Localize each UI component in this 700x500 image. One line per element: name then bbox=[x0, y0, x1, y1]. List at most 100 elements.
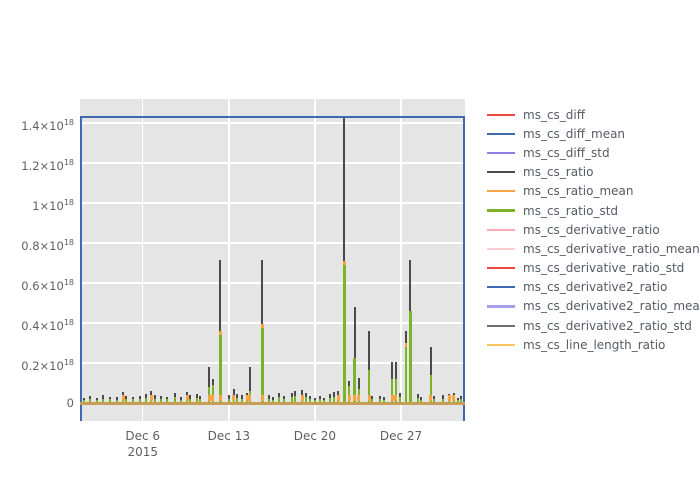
y-gridline bbox=[80, 202, 465, 204]
spike-green bbox=[371, 399, 374, 403]
spike-green bbox=[82, 400, 85, 403]
spike-green bbox=[304, 397, 307, 403]
spike-green bbox=[391, 379, 394, 403]
legend-item[interactable]: ms_cs_diff bbox=[487, 105, 697, 124]
spike-gray bbox=[328, 394, 331, 398]
spike-green bbox=[144, 398, 147, 403]
legend-item[interactable]: ms_cs_ratio_mean bbox=[487, 182, 697, 201]
legend-swatch-line bbox=[487, 209, 515, 212]
spike-gray bbox=[122, 392, 125, 397]
spike-gray bbox=[333, 392, 335, 397]
spike-green bbox=[348, 386, 351, 403]
spike-gray bbox=[379, 396, 382, 399]
spike-gray bbox=[353, 307, 356, 358]
y-gridline bbox=[80, 242, 465, 244]
legend-item[interactable]: ms_cs_diff_mean bbox=[487, 124, 697, 143]
y-gridline bbox=[80, 122, 465, 124]
legend-item[interactable]: ms_cs_derivative2_ratio_std bbox=[487, 316, 697, 335]
spike-green bbox=[342, 265, 346, 403]
spike-green bbox=[198, 399, 201, 403]
spike-gray bbox=[371, 396, 374, 399]
spike-gray bbox=[323, 398, 326, 401]
legend-item-label: ms_cs_derivative_ratio_std bbox=[523, 261, 685, 276]
spike-green bbox=[272, 399, 275, 403]
spike-orange-base bbox=[121, 395, 125, 401]
spike-orange-base bbox=[185, 395, 189, 401]
legend-item[interactable]: ms_cs_derivative_ratio bbox=[487, 220, 697, 239]
spike-orange-base bbox=[357, 395, 361, 401]
spike-gray bbox=[420, 397, 423, 400]
spike-green bbox=[195, 398, 198, 403]
spike-green bbox=[460, 399, 463, 403]
spike-gray bbox=[313, 398, 316, 401]
legend-item[interactable]: ms_cs_ratio bbox=[487, 163, 697, 182]
spike-green bbox=[382, 399, 385, 403]
spike-green bbox=[309, 399, 312, 403]
legend-item[interactable]: ms_cs_derivative_ratio_std bbox=[487, 259, 697, 278]
spike-gray bbox=[368, 331, 371, 370]
spike-gray bbox=[343, 117, 346, 265]
legend-item-label: ms_cs_ratio_std bbox=[523, 203, 619, 218]
legend-swatch-line bbox=[487, 324, 515, 327]
legend-item[interactable]: ms_cs_line_length_ratio bbox=[487, 335, 697, 354]
legend-item[interactable]: ms_cs_diff_std bbox=[487, 143, 697, 162]
spike-green bbox=[333, 397, 335, 403]
spike-green bbox=[218, 335, 222, 403]
x-gridline bbox=[314, 99, 316, 421]
x-tick-label: Dec 13 bbox=[207, 429, 250, 443]
spike-orange-base bbox=[394, 395, 397, 401]
spike-green bbox=[323, 400, 326, 403]
spike-green bbox=[102, 398, 105, 403]
spike-green bbox=[268, 398, 271, 403]
spike-gray bbox=[228, 395, 231, 399]
spike-gray bbox=[261, 260, 264, 328]
legend: ms_cs_diff ms_cs_diff_mean ms_cs_diff_std m… bbox=[487, 105, 700, 354]
spike-gray bbox=[348, 381, 351, 386]
legend-item[interactable]: ms_cs_derivative2_ratio_mean bbox=[487, 297, 700, 316]
legend-item[interactable]: ms_cs_derivative_ratio_mean bbox=[487, 239, 700, 258]
spike-orange-cap bbox=[404, 343, 407, 347]
spike-green bbox=[278, 397, 281, 403]
spike-gray bbox=[144, 394, 147, 398]
spike-orange-base bbox=[245, 395, 249, 401]
legend-item-label: ms_cs_derivative2_ratio_std bbox=[523, 318, 692, 333]
y-gridline bbox=[80, 362, 465, 364]
spike-green bbox=[108, 399, 111, 403]
spike-gray bbox=[154, 395, 157, 399]
spike-orange-base bbox=[353, 395, 357, 401]
spike-gray bbox=[96, 398, 99, 400]
spike-green bbox=[398, 397, 401, 403]
spike-gray bbox=[108, 397, 111, 400]
y-tick-label: 0.6×1018 bbox=[21, 278, 74, 293]
spike-green bbox=[131, 399, 134, 403]
spike-green bbox=[432, 399, 435, 403]
spike-gray bbox=[282, 396, 285, 399]
legend-item[interactable]: ms_cs_derivative2_ratio bbox=[487, 278, 697, 297]
spike-gray bbox=[441, 395, 444, 399]
spike-green bbox=[429, 375, 432, 403]
legend-item-label: ms_cs_derivative2_ratio bbox=[523, 280, 668, 295]
spike-orange-base bbox=[452, 395, 456, 401]
spike-green bbox=[282, 399, 285, 403]
spike-gray bbox=[189, 395, 192, 399]
y-tick-label: 1×1018 bbox=[32, 198, 74, 213]
plot-canvas[interactable] bbox=[80, 99, 465, 421]
spike-gray bbox=[460, 396, 463, 399]
legend-swatch-line bbox=[487, 286, 515, 289]
spike-gray bbox=[125, 396, 128, 399]
legend-item[interactable]: ms_cs_ratio_std bbox=[487, 201, 697, 220]
spike-orange-base bbox=[149, 395, 153, 401]
spike-orange-base bbox=[260, 395, 264, 401]
spike-gray bbox=[398, 393, 401, 398]
spike-green bbox=[228, 398, 231, 403]
spike-gray bbox=[139, 396, 142, 399]
spike-gray bbox=[211, 379, 214, 385]
spike-green bbox=[318, 399, 321, 403]
y-gridline bbox=[80, 322, 465, 324]
spike-orange-cap bbox=[260, 324, 264, 328]
spike-gray bbox=[391, 362, 394, 379]
legend-item-label: ms_cs_derivative_ratio bbox=[523, 222, 660, 237]
spike-orange-base bbox=[336, 395, 340, 401]
spike-green bbox=[353, 358, 357, 403]
